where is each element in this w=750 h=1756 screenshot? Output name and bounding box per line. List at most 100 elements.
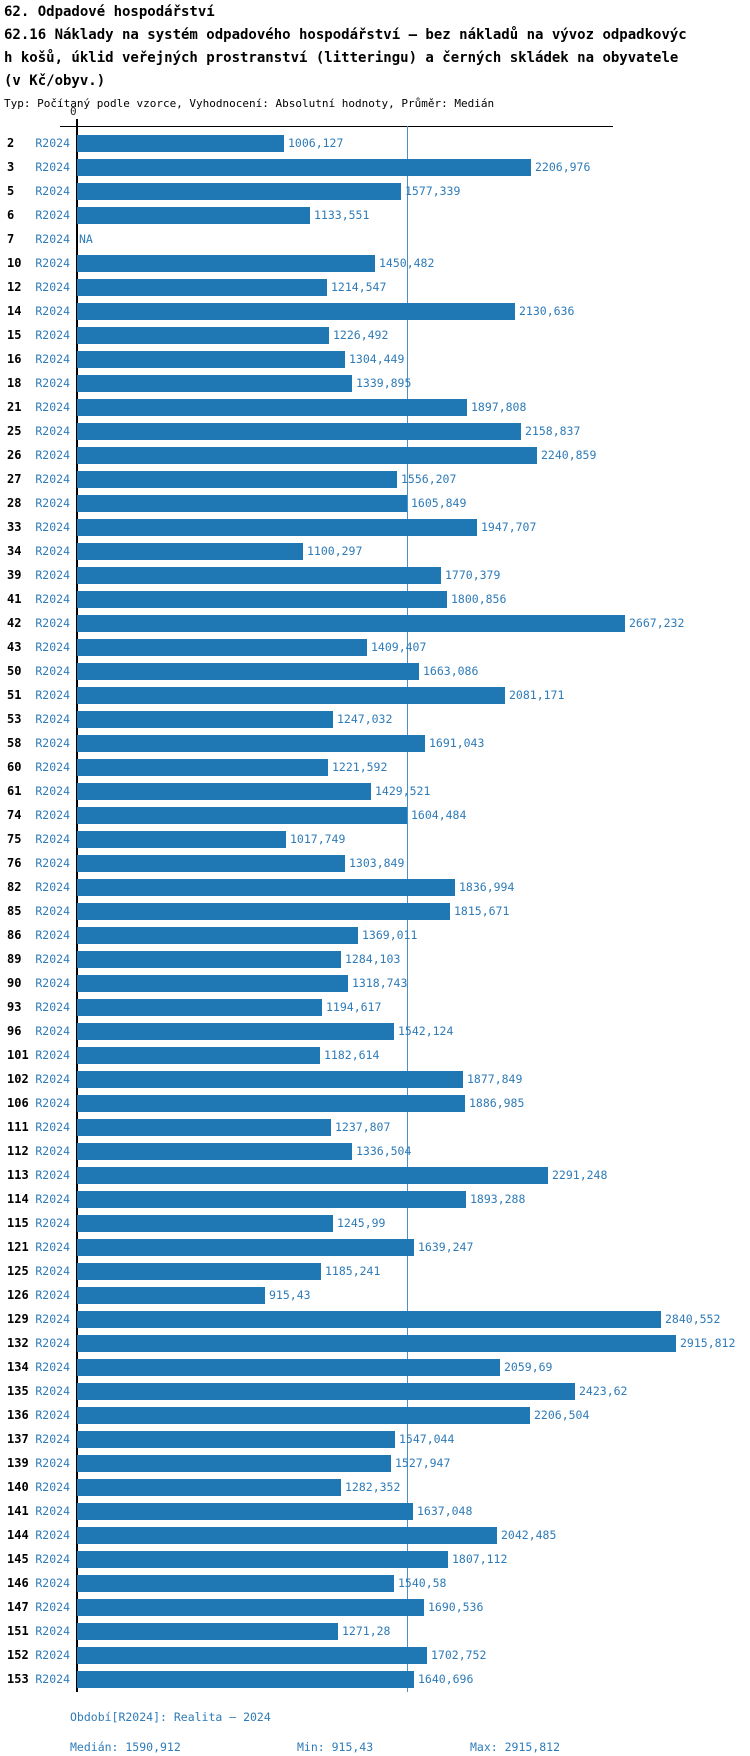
- value-label: 1303,849: [349, 856, 405, 870]
- series-label: R2024: [35, 568, 70, 582]
- bar-area: 1133,551: [70, 203, 750, 227]
- bar-area: 1336,504: [70, 1139, 750, 1163]
- row-number-label: 82: [7, 880, 22, 894]
- chart-row: 2 R2024 1006,127: [0, 131, 750, 155]
- row-number-label: 34: [7, 544, 22, 558]
- series-label: R2024: [35, 1648, 70, 1662]
- series-label: R2024: [35, 352, 70, 366]
- bar-area: 1006,127: [70, 131, 750, 155]
- chart-row: 141 R2024 1637,048: [0, 1499, 750, 1523]
- value-label: 2158,837: [525, 424, 581, 438]
- bar-area: NA: [70, 227, 750, 251]
- bar-area: 1100,297: [70, 539, 750, 563]
- series-label: R2024: [35, 808, 70, 822]
- row-number-label: 90: [7, 976, 22, 990]
- value-bar: [77, 902, 450, 920]
- chart-row: 132 R2024 2915,812: [0, 1331, 750, 1355]
- chart-row: 152 R2024 1702,752: [0, 1643, 750, 1667]
- chart-row: 115 R2024 1245,99: [0, 1211, 750, 1235]
- series-label: R2024: [35, 832, 70, 846]
- value-label: 2059,69: [504, 1360, 553, 1374]
- series-label: R2024: [35, 448, 70, 462]
- chart-row: 76 R2024 1303,849: [0, 851, 750, 875]
- bar-area: 1815,671: [70, 899, 750, 923]
- value-label: 1640,696: [418, 1672, 474, 1686]
- row-number-label: 152: [7, 1648, 29, 1662]
- row-number-label: 141: [7, 1504, 29, 1518]
- series-label: R2024: [35, 160, 70, 174]
- chart-row: 137 R2024 1547,044: [0, 1427, 750, 1451]
- series-label: R2024: [35, 856, 70, 870]
- value-bar: [77, 494, 407, 512]
- value-bar: [77, 1142, 352, 1160]
- value-label: 1194,617: [326, 1000, 382, 1014]
- series-label: R2024: [35, 1456, 70, 1470]
- bar-area: 1226,492: [70, 323, 750, 347]
- value-bar: [77, 1286, 265, 1304]
- series-label: R2024: [35, 1264, 70, 1278]
- chart-row: 89 R2024 1284,103: [0, 947, 750, 971]
- value-label: 1547,044: [399, 1432, 455, 1446]
- row-number-label: 33: [7, 520, 22, 534]
- bar-area: 1194,617: [70, 995, 750, 1019]
- chart-row: 60 R2024 1221,592: [0, 755, 750, 779]
- bar-area: 1807,112: [70, 1547, 750, 1571]
- chart-row: 3 R2024 2206,976: [0, 155, 750, 179]
- bar-area: 1282,352: [70, 1475, 750, 1499]
- value-label: 1815,671: [454, 904, 510, 918]
- series-label: R2024: [35, 280, 70, 294]
- bar-area: 2291,248: [70, 1163, 750, 1187]
- value-label: 1182,614: [324, 1048, 380, 1062]
- value-label: 1637,048: [417, 1504, 473, 1518]
- bar-area: 2915,812: [70, 1331, 750, 1355]
- series-label: R2024: [35, 1408, 70, 1422]
- series-label: R2024: [35, 712, 70, 726]
- value-bar: [77, 1118, 331, 1136]
- series-label: R2024: [35, 1120, 70, 1134]
- value-label: NA: [79, 232, 93, 246]
- bar-area: 2206,504: [70, 1403, 750, 1427]
- series-label: R2024: [35, 1624, 70, 1638]
- bar-area: 1702,752: [70, 1643, 750, 1667]
- bar-area: 1540,58: [70, 1571, 750, 1595]
- value-bar: [77, 758, 328, 776]
- page-title: 62. Odpadové hospodářství: [4, 4, 215, 20]
- row-number-label: 102: [7, 1072, 29, 1086]
- max-stat: Max: 2915,812: [470, 1740, 561, 1754]
- bar-area: 1450,482: [70, 251, 750, 275]
- bar-area: 2206,976: [70, 155, 750, 179]
- value-bar: [77, 1262, 321, 1280]
- series-label: R2024: [35, 1480, 70, 1494]
- series-label: R2024: [35, 1528, 70, 1542]
- value-bar: [77, 206, 310, 224]
- row-number-label: 12: [7, 280, 22, 294]
- bar-area: 1547,044: [70, 1427, 750, 1451]
- value-bar: [77, 1454, 391, 1472]
- series-label: R2024: [35, 208, 70, 222]
- bar-area: 1663,086: [70, 659, 750, 683]
- value-label: 1429,521: [375, 784, 431, 798]
- bar-area: 1527,947: [70, 1451, 750, 1475]
- value-bar: [77, 974, 348, 992]
- series-label: R2024: [35, 976, 70, 990]
- bar-area: 1318,743: [70, 971, 750, 995]
- chart-row: 136 R2024 2206,504: [0, 1403, 750, 1427]
- row-number-label: 125: [7, 1264, 29, 1278]
- row-number-label: 85: [7, 904, 22, 918]
- chart-title-line-2: h košů, úklid veřejných prostranství (li…: [4, 50, 679, 66]
- value-bar: [77, 1190, 466, 1208]
- value-bar: [77, 518, 477, 536]
- chart-row: 151 R2024 1271,28: [0, 1619, 750, 1643]
- row-number-label: 135: [7, 1384, 29, 1398]
- value-bar: [77, 1598, 424, 1616]
- series-label: R2024: [35, 1288, 70, 1302]
- row-number-label: 114: [7, 1192, 29, 1206]
- row-number-label: 50: [7, 664, 22, 678]
- row-number-label: 16: [7, 352, 22, 366]
- row-number-label: 75: [7, 832, 22, 846]
- series-label: R2024: [35, 376, 70, 390]
- value-bar: [77, 1310, 661, 1328]
- value-label: 1100,297: [307, 544, 363, 558]
- chart-row: 139 R2024 1527,947: [0, 1451, 750, 1475]
- bar-area: 1637,048: [70, 1499, 750, 1523]
